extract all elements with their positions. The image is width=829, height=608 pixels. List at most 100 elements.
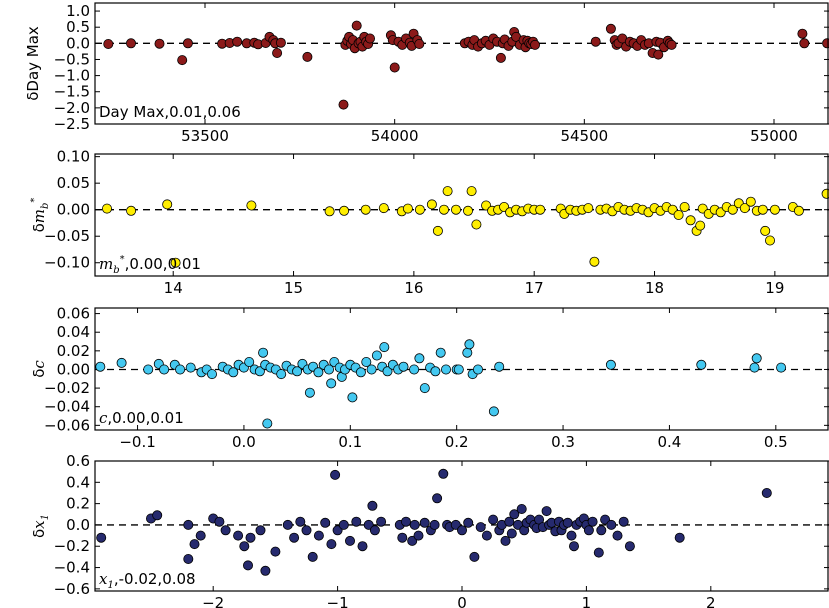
data-point <box>495 52 506 63</box>
data-point <box>382 366 393 377</box>
data-point <box>695 220 706 231</box>
data-point <box>102 203 113 214</box>
y-tick-label: 0.02 <box>57 342 90 360</box>
data-point <box>355 367 366 378</box>
data-point <box>587 516 598 527</box>
data-point <box>159 364 170 375</box>
y-tick-label: −0.06 <box>44 416 90 434</box>
data-point <box>414 39 425 50</box>
data-point <box>589 256 600 267</box>
data-point <box>760 225 771 236</box>
data-point <box>469 551 480 562</box>
data-point <box>189 539 200 550</box>
data-point <box>239 541 250 552</box>
data-point <box>419 383 430 394</box>
data-point <box>170 257 181 268</box>
y-tick-label: −0.6 <box>54 580 90 598</box>
data-point <box>244 356 255 367</box>
data-point <box>471 219 482 230</box>
data-point <box>302 51 313 62</box>
data-point <box>432 225 443 236</box>
data-point <box>481 530 492 541</box>
data-point <box>330 469 341 480</box>
data-point <box>183 554 194 565</box>
data-point <box>175 364 186 375</box>
data-point <box>456 525 467 536</box>
x-tick-label: 54500 <box>560 127 608 145</box>
y-tick-label: −0.02 <box>44 379 90 397</box>
data-point <box>344 535 355 546</box>
y-tick-label: 0.0 <box>66 516 90 534</box>
panel-4: −0.6 −0.4 −0.2 0.0 0.2 0.4 0.6 −2 −1 0 1 2 δx1 x1,-0.… <box>30 452 829 608</box>
data-point <box>653 49 664 60</box>
data-point <box>301 525 312 536</box>
data-point <box>270 546 281 557</box>
data-point <box>419 517 430 528</box>
data-point <box>605 23 616 34</box>
x-tick-label: 0 <box>457 594 467 608</box>
data-point <box>442 186 453 197</box>
data-point <box>430 366 441 377</box>
data-point <box>96 532 107 543</box>
data-point <box>379 342 390 353</box>
data-point <box>304 387 315 398</box>
data-point <box>220 525 231 536</box>
data-point <box>438 204 449 215</box>
data-point <box>214 516 225 527</box>
data-point <box>409 364 420 375</box>
data-point <box>562 517 573 528</box>
data-point <box>126 38 137 49</box>
y-tick-label: −1.0 <box>54 67 90 85</box>
data-point <box>400 516 411 527</box>
data-point <box>397 532 408 543</box>
data-point <box>494 361 505 372</box>
data-point <box>320 517 331 528</box>
x-tick-label: 2 <box>706 594 716 608</box>
y-tick-label: 0.0 <box>66 34 90 52</box>
y-axis-label: δDay Max <box>24 26 42 101</box>
y-tick-label: 0.00 <box>57 201 90 219</box>
data-point <box>195 530 206 541</box>
data-point <box>504 516 515 527</box>
data-point <box>246 200 257 211</box>
y-axis-label: δx1 <box>30 514 51 538</box>
x-tick-label: −1 <box>327 594 349 608</box>
data-point <box>258 347 269 358</box>
data-point <box>126 205 137 216</box>
data-point <box>765 235 776 246</box>
data-point <box>282 519 293 530</box>
data-point <box>276 369 287 380</box>
y-tick-label: −2.5 <box>54 115 90 133</box>
data-point <box>516 503 527 514</box>
data-point <box>376 516 387 527</box>
data-point <box>177 55 188 66</box>
y-tick-label: 0.5 <box>66 18 90 36</box>
data-point <box>275 37 286 48</box>
data-point <box>673 209 684 220</box>
data-point <box>116 357 127 368</box>
data-point <box>618 516 629 527</box>
data-point <box>793 205 804 216</box>
data-point <box>606 519 617 530</box>
data-point <box>206 369 217 380</box>
data-point <box>590 36 601 47</box>
y-tick-label: 0.05 <box>57 174 90 192</box>
data-point <box>95 361 106 372</box>
data-point <box>414 353 425 364</box>
data-point <box>338 99 349 110</box>
data-point <box>185 362 196 373</box>
y-tick-label: 0.04 <box>57 323 90 341</box>
data-point <box>351 20 362 31</box>
data-point <box>183 519 194 530</box>
data-point <box>143 364 154 375</box>
data-point <box>260 565 271 576</box>
data-point <box>593 547 604 558</box>
data-point <box>369 525 380 536</box>
x-tick-label: 19 <box>765 279 784 297</box>
data-point <box>429 519 440 530</box>
y-tick-label: −1.5 <box>54 83 90 101</box>
data-point <box>462 205 473 216</box>
y-tick-label: −0.05 <box>44 227 90 245</box>
x-tick-label: 0.0 <box>232 433 256 451</box>
